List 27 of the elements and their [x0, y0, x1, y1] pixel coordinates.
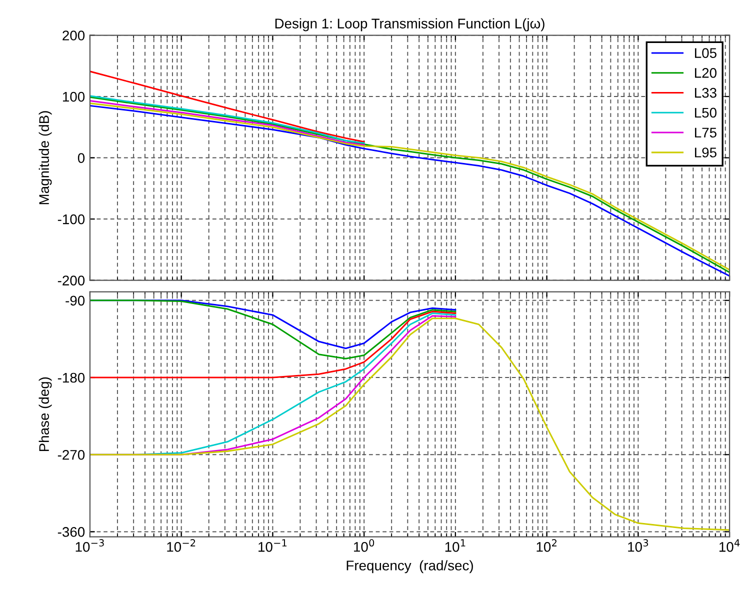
legend-label: L95: [695, 148, 716, 158]
x-tick-label: 10$^{−1}$: [258, 539, 287, 552]
y-tick-label: -200: [58, 276, 85, 286]
y-axis-title: Phase (deg): [38, 377, 52, 452]
legend-label: L20: [695, 68, 716, 78]
y-tick-label: 100: [62, 92, 85, 102]
legend-label: L33: [695, 88, 716, 98]
x-axis-title: Frequency (rad/sec): [346, 560, 473, 574]
x-tick-label: 10$^{−2}$: [167, 539, 196, 552]
legend-label: L05: [695, 48, 716, 58]
x-tick-label: 10$^{3}$: [628, 539, 648, 552]
x-tick-label: 10$^{4}$: [719, 539, 740, 552]
y-tick-label: 200: [62, 30, 85, 40]
y-tick-label: -270: [58, 450, 85, 460]
x-tick-label: 10$^{−3}$: [76, 539, 104, 552]
y-axis-title: Magnitude (dB): [38, 111, 52, 204]
y-tick-label: 0: [78, 153, 85, 163]
x-tick-label: 10$^{0}$: [354, 539, 374, 552]
legend-label: L75: [695, 128, 716, 138]
chart-title: Design 1: Loop Transmission Function L(jω): [275, 18, 544, 32]
y-tick-label: -90: [66, 296, 85, 306]
y-tick-label: -180: [58, 372, 85, 383]
legend-label: L50: [695, 108, 716, 118]
y-tick-label: -100: [58, 214, 85, 224]
x-tick-label: 10$^{1}$: [445, 539, 466, 552]
x-tick-label: 10$^{2}$: [536, 539, 556, 552]
y-tick-label: -360: [58, 527, 85, 537]
